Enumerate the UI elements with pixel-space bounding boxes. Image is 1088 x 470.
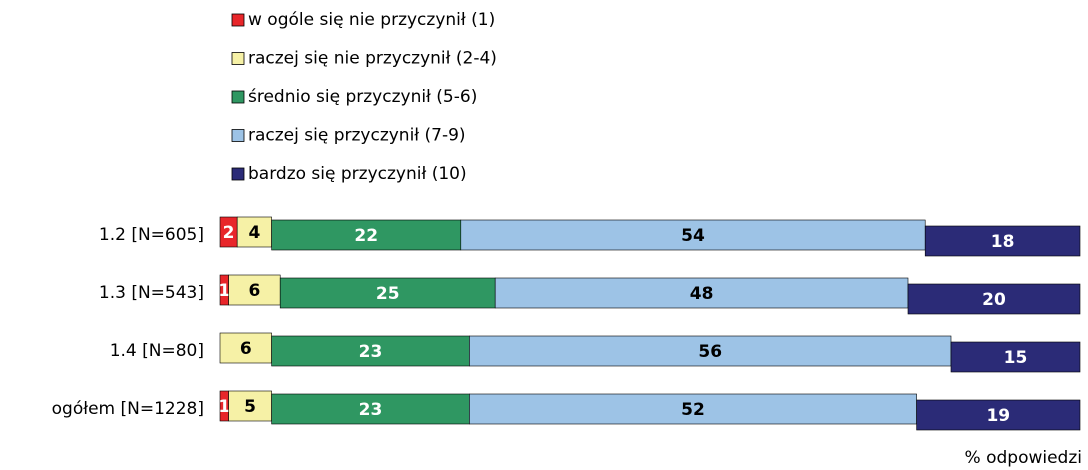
legend-swatch <box>231 13 245 27</box>
category-label: 1.4 [N=80] <box>110 341 204 361</box>
value-label: 25 <box>376 284 400 304</box>
value-label: 1 <box>218 397 230 417</box>
value-label: 6 <box>240 339 252 359</box>
category-label: 1.3 [N=543] <box>99 283 204 303</box>
value-label: 1 <box>218 281 230 301</box>
value-label: 6 <box>248 281 260 301</box>
bar-segment <box>924 225 1081 257</box>
bar-segment <box>279 277 496 309</box>
value-label: 18 <box>991 232 1015 252</box>
bar-segment <box>236 216 272 248</box>
bar-segment <box>494 277 909 309</box>
value-label: 15 <box>1004 348 1028 368</box>
value-label: 2 <box>223 223 235 243</box>
x-axis-label: % odpowiedzi <box>965 448 1082 468</box>
bar-segment <box>460 219 926 251</box>
value-label: 23 <box>359 342 383 362</box>
legend-label: raczej się przyczynił (7-9) <box>248 126 466 146</box>
legend-swatch <box>231 167 245 181</box>
bar-segment <box>907 283 1081 315</box>
category-label: 1.2 [N=605] <box>99 225 204 245</box>
value-label: 22 <box>354 226 378 246</box>
bar-segment <box>271 219 462 251</box>
legend-label: średnio się przyczynił (5-6) <box>248 87 477 107</box>
legend-label: bardzo się przyczynił (10) <box>248 164 467 184</box>
bar-segment <box>469 335 952 367</box>
value-label: 48 <box>690 284 714 304</box>
legend-swatch <box>231 129 245 142</box>
value-label: 20 <box>982 290 1006 310</box>
value-label: 52 <box>681 400 705 420</box>
bar-segment <box>950 341 1081 373</box>
legend-swatch <box>231 52 245 65</box>
value-label: 5 <box>244 397 256 417</box>
bar-segment <box>469 393 917 425</box>
category-label: ogółem [N=1228] <box>52 399 204 419</box>
value-label: 19 <box>986 406 1010 426</box>
value-label: 23 <box>359 400 383 420</box>
bar-segment <box>916 399 1081 431</box>
value-label: 4 <box>248 223 260 243</box>
legend-label: w ogóle się nie przyczynił (1) <box>248 10 495 30</box>
legend-label: raczej się nie przyczynił (2-4) <box>248 49 497 69</box>
legend-swatch <box>231 90 245 104</box>
bar-segment <box>271 335 470 367</box>
bar-segment <box>271 393 470 425</box>
bar-segment <box>228 274 281 306</box>
value-label: 56 <box>698 342 722 362</box>
value-label: 54 <box>681 226 705 246</box>
